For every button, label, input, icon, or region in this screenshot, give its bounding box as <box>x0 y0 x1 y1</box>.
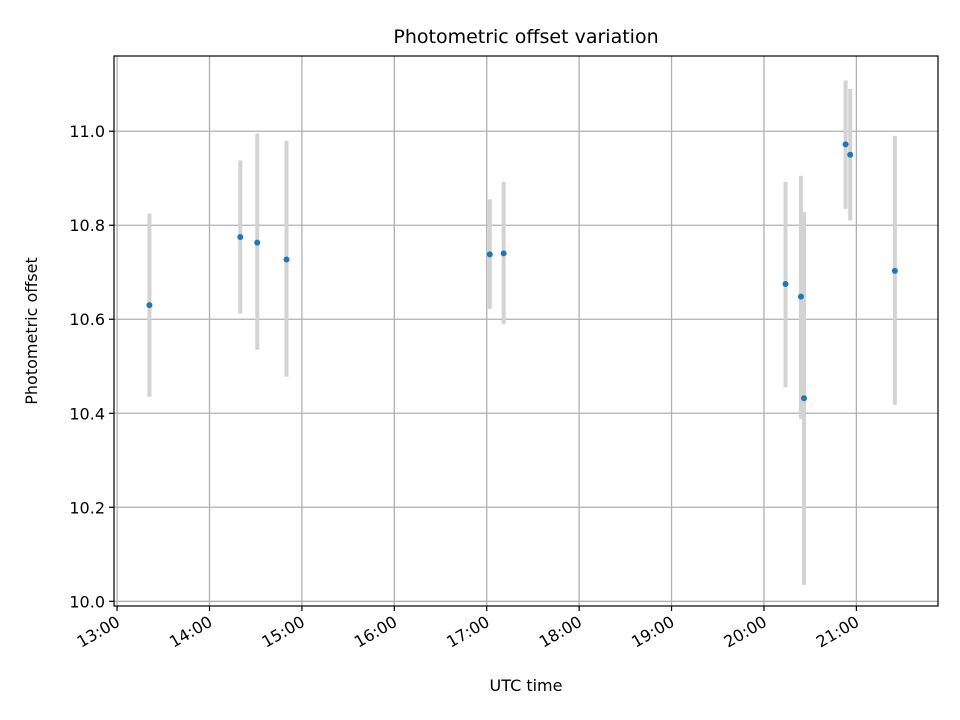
y-tick-label: 10.4 <box>69 404 105 423</box>
data-point <box>847 151 854 158</box>
data-point <box>891 267 898 274</box>
y-tick-label: 10.6 <box>69 310 105 329</box>
data-point <box>254 239 261 246</box>
data-point <box>283 256 290 263</box>
plot-frame <box>113 55 939 607</box>
data-point <box>782 280 789 287</box>
data-point <box>237 233 244 240</box>
y-tick-label: 10.0 <box>69 592 105 611</box>
data-point <box>500 250 507 257</box>
y-tick-label: 11.0 <box>69 122 105 141</box>
data-point <box>146 302 153 309</box>
data-point <box>797 293 804 300</box>
x-axis-label: UTC time <box>490 676 563 695</box>
data-point <box>486 251 493 258</box>
y-axis-ticks: 10.0 10.2 10.4 10.6 10.8 11.0 <box>69 122 114 611</box>
data-point <box>842 141 849 148</box>
y-axis-label: Photometric offset <box>22 257 41 405</box>
y-tick-label: 10.8 <box>69 216 105 235</box>
data-point <box>801 395 808 402</box>
chart-title: Photometric offset variation <box>393 26 658 48</box>
y-tick-label: 10.2 <box>69 498 105 517</box>
data-points <box>146 141 898 402</box>
